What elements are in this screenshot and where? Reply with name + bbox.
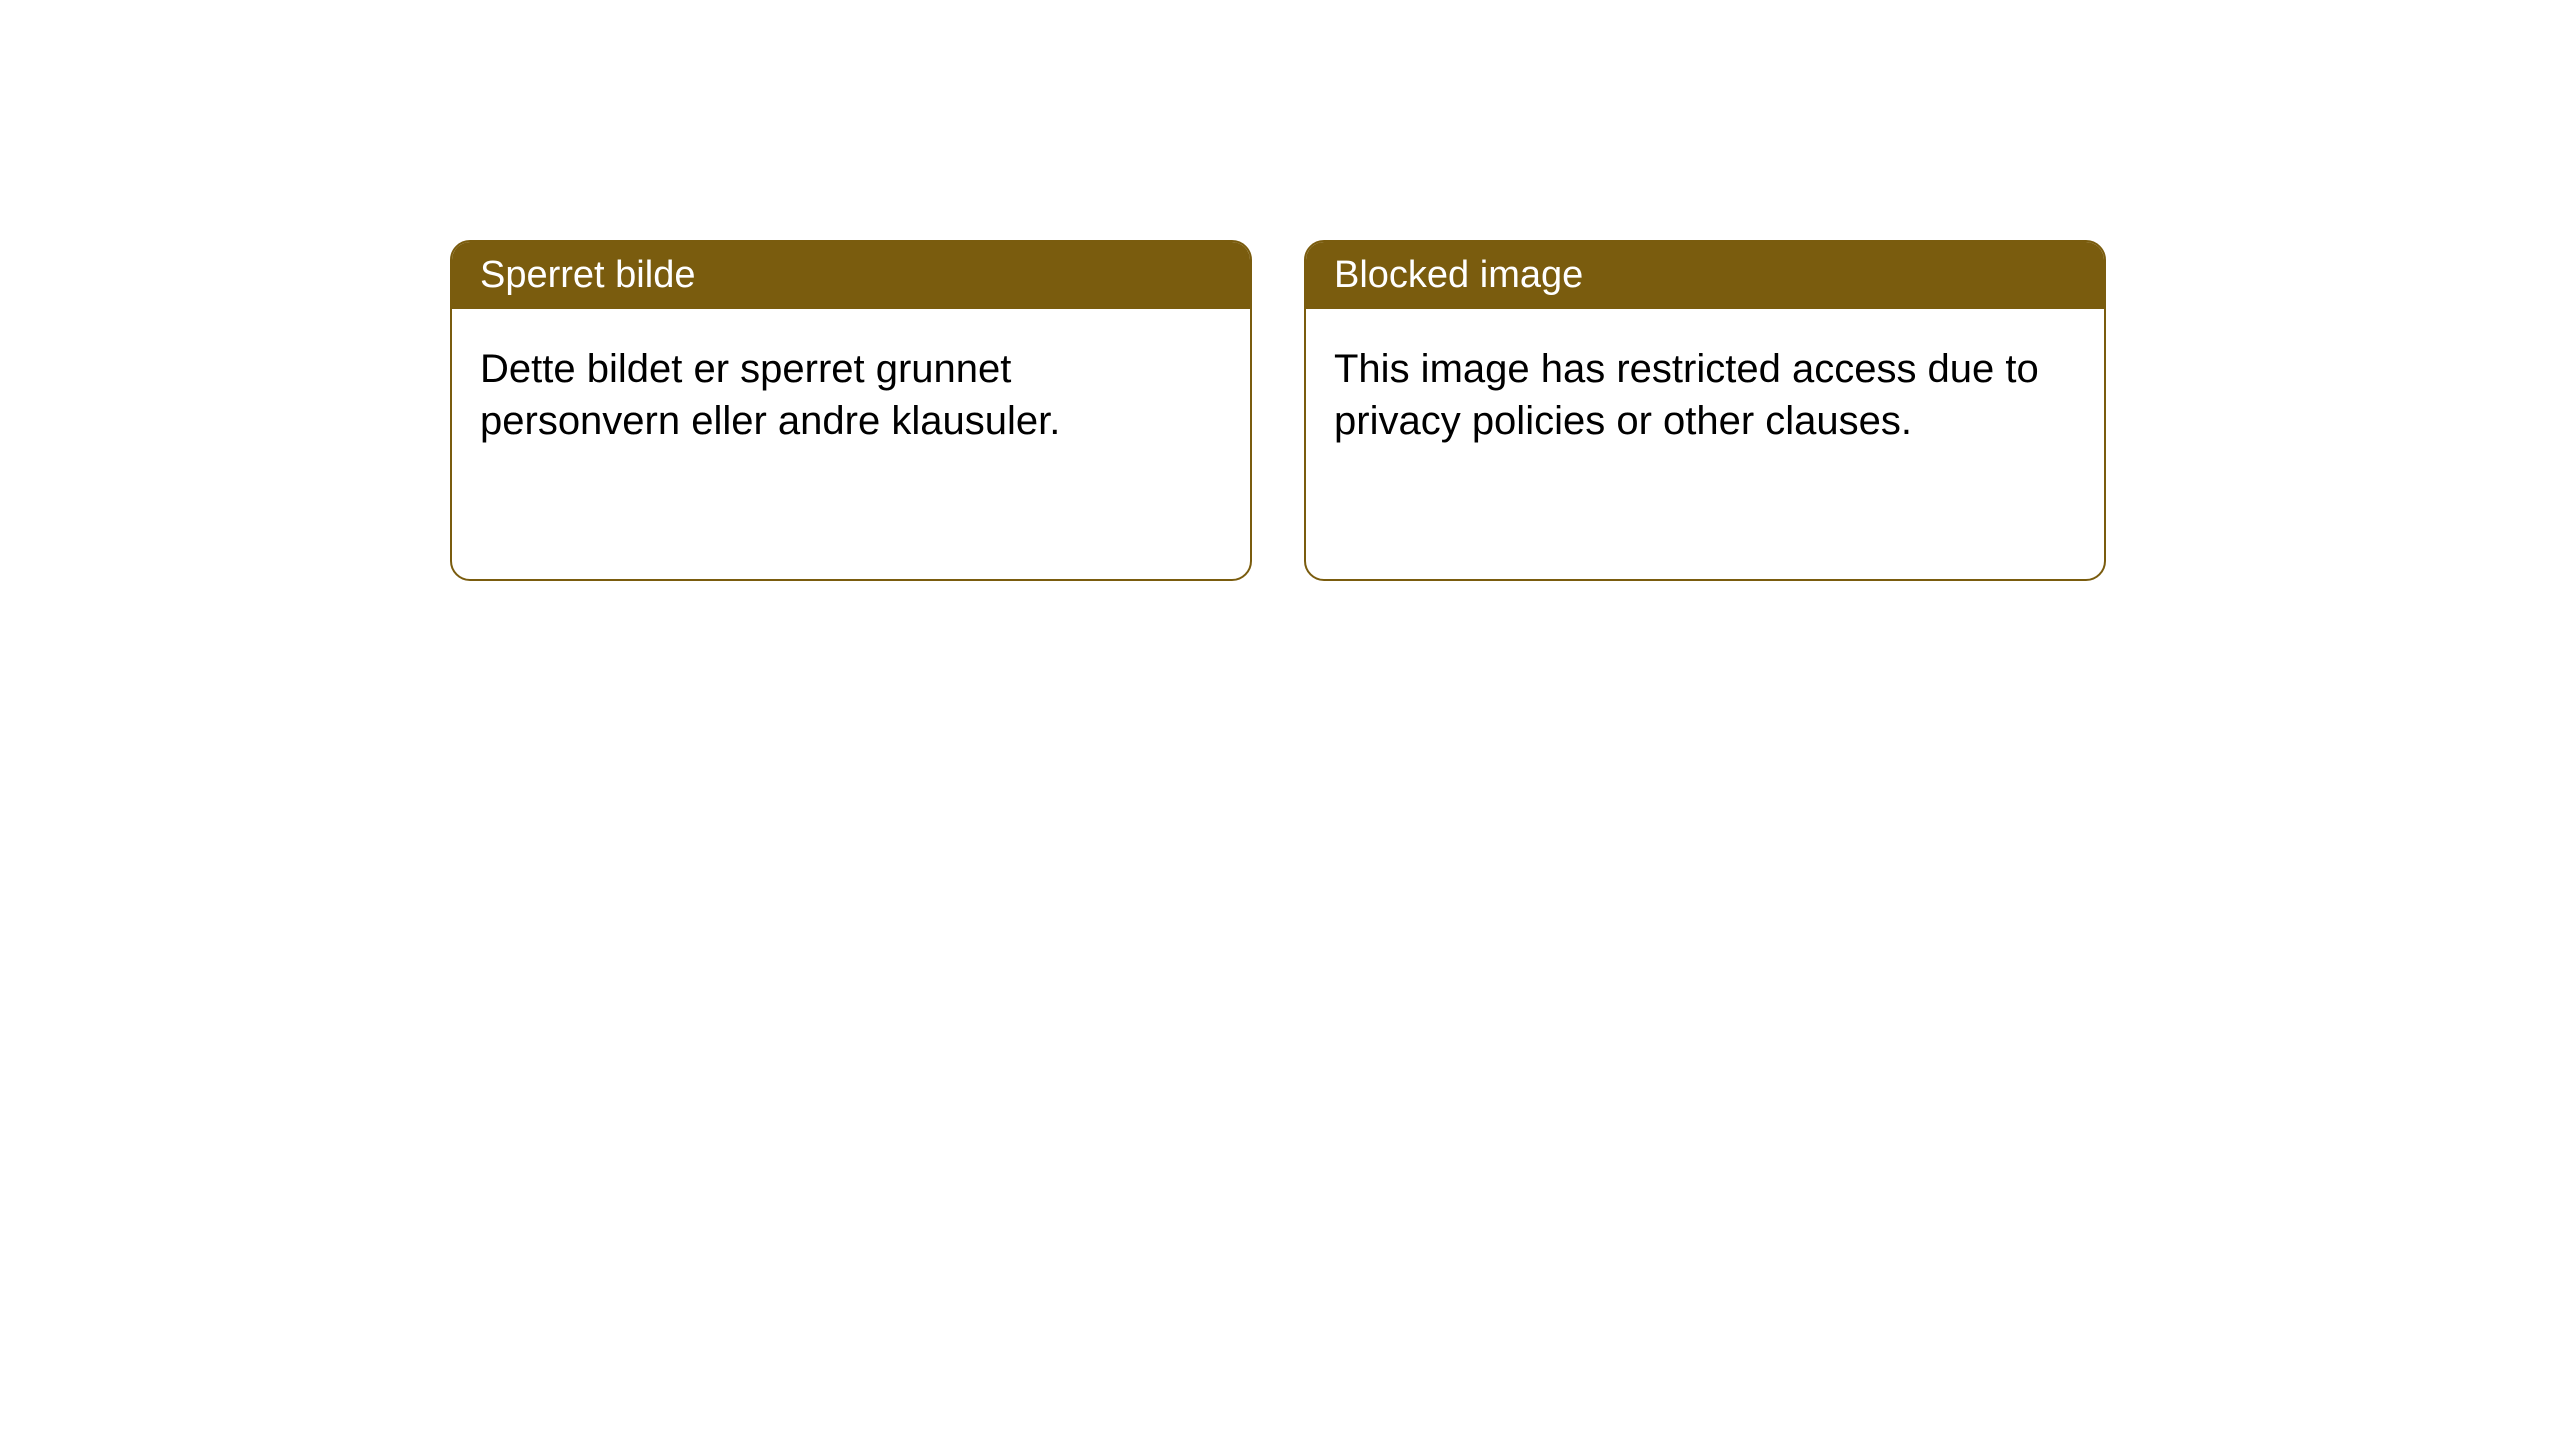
card-body-en: This image has restricted access due to … (1306, 309, 2104, 579)
blocked-image-card-no: Sperret bilde Dette bildet er sperret gr… (450, 240, 1252, 581)
card-body-no: Dette bildet er sperret grunnet personve… (452, 309, 1250, 579)
card-header-en: Blocked image (1306, 242, 2104, 309)
card-title-en: Blocked image (1334, 254, 1583, 296)
card-container: Sperret bilde Dette bildet er sperret gr… (0, 0, 2560, 581)
blocked-image-card-en: Blocked image This image has restricted … (1304, 240, 2106, 581)
card-title-no: Sperret bilde (480, 254, 695, 296)
card-body-text-no: Dette bildet er sperret grunnet personve… (480, 347, 1060, 443)
card-body-text-en: This image has restricted access due to … (1334, 347, 2039, 443)
card-header-no: Sperret bilde (452, 242, 1250, 309)
